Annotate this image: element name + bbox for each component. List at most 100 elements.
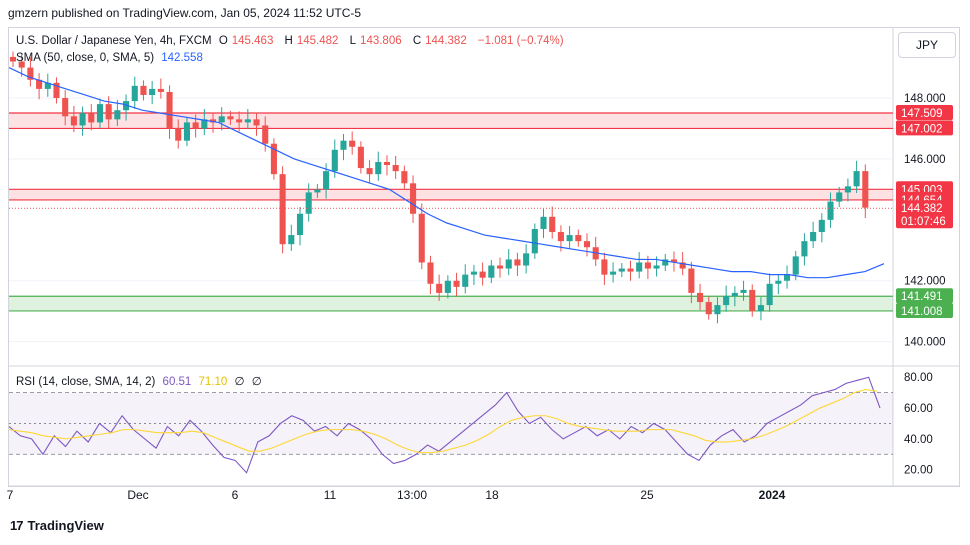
rsi-line <box>8 376 881 474</box>
candle-body <box>549 216 556 233</box>
candle <box>636 252 643 279</box>
candle <box>688 261 695 304</box>
candle <box>697 283 704 310</box>
candle <box>201 108 208 136</box>
price-badge-text: 147.002 <box>901 123 943 135</box>
candle-body <box>731 292 738 296</box>
candle-body <box>688 268 695 293</box>
price-badge-bg <box>896 302 953 318</box>
candle <box>314 183 321 198</box>
candle-body <box>270 143 277 175</box>
candle <box>436 274 443 301</box>
candle-body <box>775 280 782 284</box>
candle <box>627 260 634 281</box>
candle <box>270 138 277 180</box>
candle-body <box>583 241 591 248</box>
candle <box>844 178 851 202</box>
sma-line <box>8 67 885 279</box>
candle <box>453 272 460 296</box>
time-tick-label: Dec <box>127 488 148 502</box>
rsi-legend[interactable]: RSI (14, close, SMA, 14, 2) 60.51 71.10 … <box>16 374 266 388</box>
candle-body <box>836 192 843 202</box>
candle-body <box>183 122 190 141</box>
candle-body <box>53 82 60 99</box>
price-badge-bg <box>896 120 953 136</box>
candle-body <box>175 128 182 141</box>
candle <box>775 274 782 295</box>
candle <box>583 233 591 257</box>
candle-body <box>253 119 260 126</box>
price-badge-red: 147.509 <box>896 104 953 120</box>
price-badge-bg <box>896 288 953 304</box>
candle <box>53 77 60 104</box>
candle-body <box>79 113 86 126</box>
candle-body <box>323 171 330 190</box>
candle-body <box>723 295 730 306</box>
candle <box>288 224 295 251</box>
candle-body <box>349 140 356 147</box>
candle-body <box>749 289 756 312</box>
candle-body <box>44 82 51 89</box>
candle <box>410 175 417 223</box>
candle <box>131 76 138 109</box>
candle-body <box>575 235 582 242</box>
candle <box>340 133 347 161</box>
candle-body <box>810 232 817 242</box>
candle-body <box>9 56 17 62</box>
candle-body <box>88 113 95 123</box>
candle <box>18 53 25 77</box>
currency-button[interactable]: JPY <box>898 32 956 58</box>
candle <box>731 286 738 307</box>
candle <box>418 203 425 270</box>
candle <box>853 160 860 194</box>
candle-body <box>636 262 643 272</box>
candle-body <box>496 265 504 269</box>
candle-body <box>410 183 417 214</box>
symbol-legend[interactable]: U.S. Dollar / Japanese Yen, 4h, FXCM O 14… <box>16 35 568 47</box>
candle-body <box>453 280 460 287</box>
candle <box>540 208 547 239</box>
candle <box>723 285 730 312</box>
sma-legend[interactable]: SMA (50, close, 0, SMA, 5) 142.558 <box>16 52 207 64</box>
candle <box>62 90 69 126</box>
candle-body <box>436 283 443 293</box>
zone-pivot <box>9 189 893 200</box>
candle-body <box>827 201 834 220</box>
candle <box>218 107 225 131</box>
price-badge-green: 141.008 <box>896 302 953 318</box>
price-tick-label: 142.000 <box>904 276 946 288</box>
price-tick-label: 146.000 <box>904 154 946 166</box>
price-badge-red: 147.002 <box>896 120 953 136</box>
candle-body <box>314 189 321 193</box>
zone-support <box>9 296 893 311</box>
candle-body <box>662 259 669 266</box>
candle-body <box>401 171 408 184</box>
sma-value: 142.558 <box>161 52 203 64</box>
candle <box>818 213 825 243</box>
candle <box>766 273 773 312</box>
candle-body <box>131 85 138 102</box>
candle-body <box>844 186 851 193</box>
candle <box>566 225 573 250</box>
footer-brand[interactable]: 17 TradingView <box>10 518 104 533</box>
candle-body <box>488 265 495 278</box>
candle <box>27 57 34 87</box>
candle <box>523 244 530 274</box>
candle-body <box>331 149 338 172</box>
price-badge-bg <box>896 104 953 120</box>
candle-body <box>714 305 721 315</box>
candle <box>183 116 190 147</box>
candle-body <box>279 174 286 245</box>
candle <box>305 183 312 222</box>
candle-body <box>357 146 364 169</box>
candle-body <box>288 235 295 245</box>
candle <box>610 262 617 283</box>
candle-body <box>679 262 686 269</box>
candle <box>279 166 286 254</box>
candle <box>470 264 477 286</box>
candle <box>783 265 791 289</box>
candle-body <box>818 219 825 233</box>
candle-body <box>236 119 243 123</box>
candle <box>349 131 356 155</box>
